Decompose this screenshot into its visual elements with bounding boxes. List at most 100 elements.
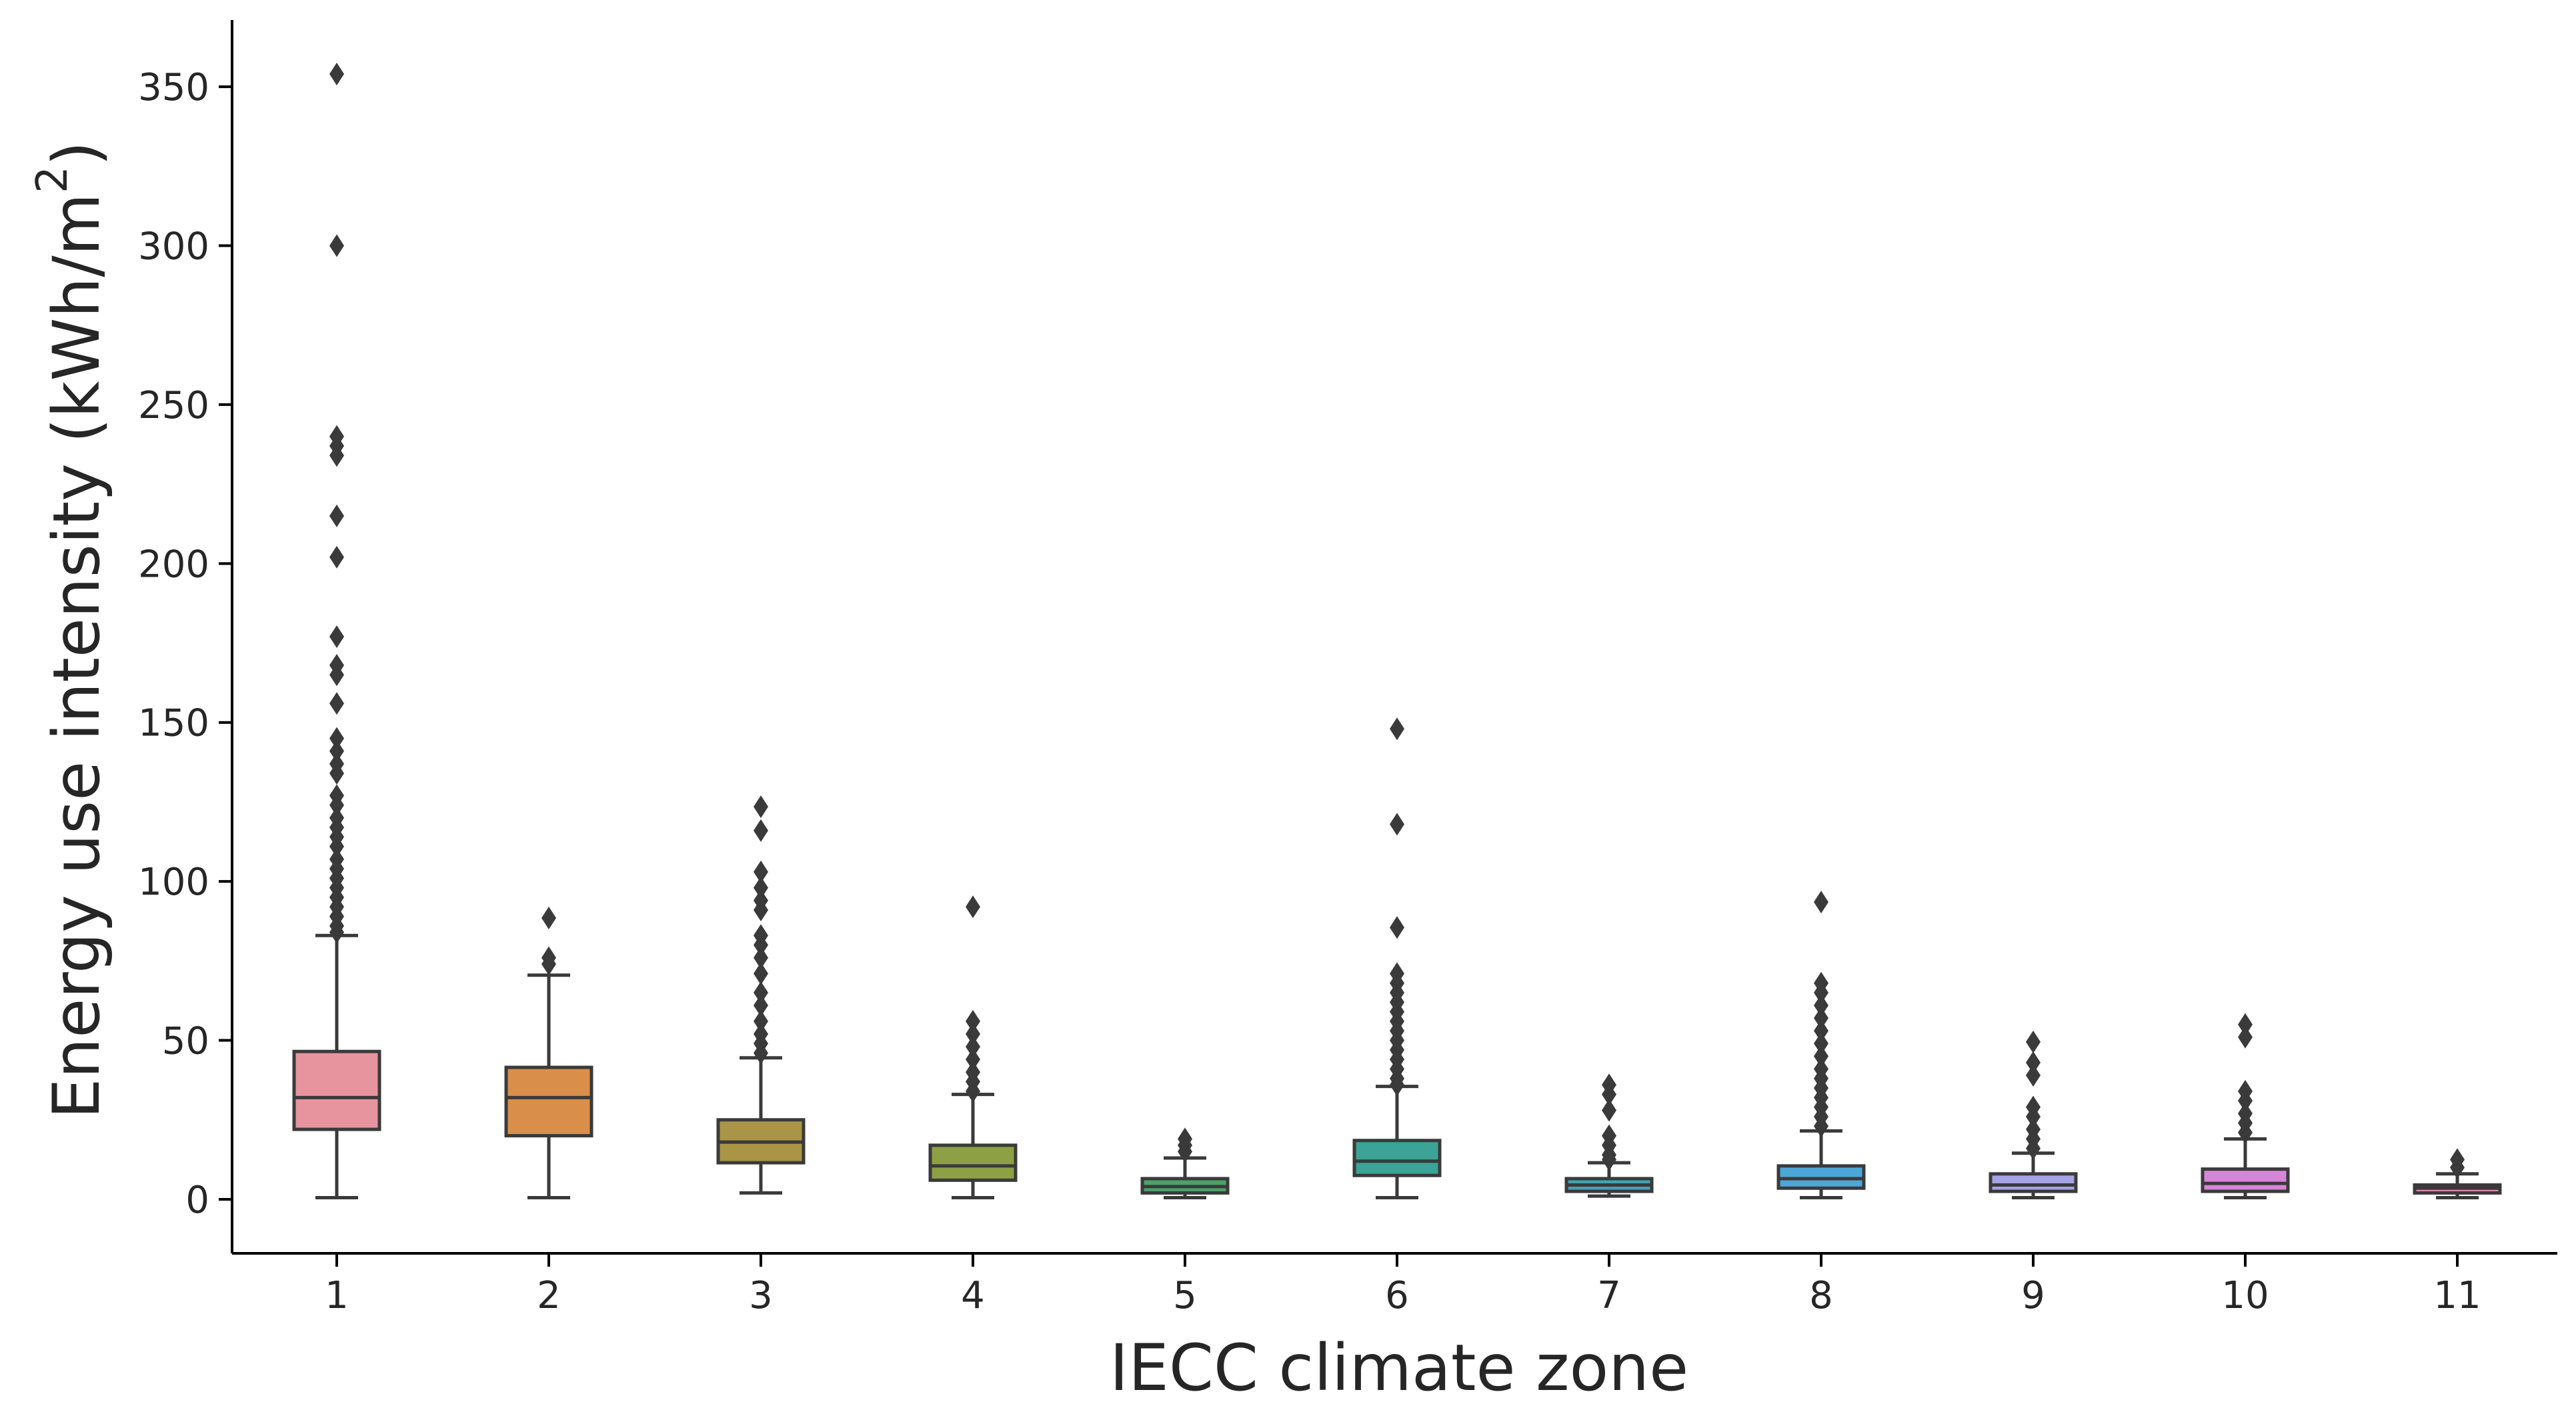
box-group-zone-2: [504, 906, 593, 1200]
outlier-point: [2026, 1063, 2041, 1087]
outlier-point: [2238, 1025, 2253, 1049]
y-tick-label: 200: [138, 543, 209, 586]
outlier-point: [329, 63, 344, 86]
outlier-point: [329, 692, 344, 715]
outlier-point: [966, 1079, 980, 1103]
y-tick-label: 100: [138, 861, 209, 904]
box-group-zone-11: [2413, 1148, 2502, 1200]
box-group-zone-10: [2201, 1013, 2290, 1200]
y-tick-label: 250: [138, 384, 209, 427]
outlier-point: [541, 906, 556, 929]
outlier-point: [1814, 1019, 1828, 1043]
y-axis-title-main: Energy use intensity (kWh/m: [39, 193, 114, 1119]
iqr-box: [928, 1143, 1018, 1182]
box-group-zone-5: [1140, 1127, 1230, 1200]
outlier-point: [1602, 1148, 1616, 1171]
outlier-point: [966, 1023, 980, 1046]
outlier-point: [2026, 1030, 2041, 1053]
iqr-box: [1352, 1139, 1442, 1177]
outlier-point: [754, 819, 768, 842]
outlier-point: [1814, 981, 1828, 1005]
outlier-point: [2450, 1156, 2465, 1179]
y-axis-title: Energy use intensity (kWh/m2): [28, 141, 114, 1119]
iqr-box: [2201, 1167, 2290, 1193]
outlier-point: [329, 793, 344, 817]
chart-marks: [292, 63, 2502, 1200]
outlier-point: [329, 545, 344, 569]
outlier-point: [1814, 1032, 1828, 1055]
outlier-point: [754, 946, 768, 969]
outlier-point: [966, 895, 980, 919]
iqr-box: [504, 1065, 593, 1138]
outlier-point: [1814, 1007, 1828, 1030]
outlier-point: [329, 835, 344, 858]
outlier-point: [754, 1041, 768, 1065]
outlier-point: [966, 1035, 980, 1059]
outlier-point: [754, 795, 768, 819]
outlier-point: [329, 921, 344, 944]
outlier-point: [1390, 916, 1404, 939]
y-tick-label: 0: [185, 1179, 209, 1222]
y-tick-label: 350: [138, 66, 209, 109]
outlier-point: [754, 994, 768, 1017]
outlier-point: [329, 444, 344, 467]
outlier-point: [329, 234, 344, 257]
outlier-point: [2238, 1121, 2253, 1144]
outlier-point: [1814, 1115, 1828, 1138]
box-group-zone-1: [292, 63, 381, 1200]
outlier-point: [329, 739, 344, 763]
outlier-point: [754, 860, 768, 883]
outlier-point: [1390, 1073, 1404, 1097]
outlier-point: [966, 1048, 980, 1071]
box-group-zone-6: [1352, 717, 1442, 1200]
outlier-point: [1814, 891, 1828, 914]
outlier-point: [329, 727, 344, 750]
outlier-point: [1178, 1140, 1192, 1163]
outlier-point: [2026, 1137, 2041, 1160]
chart-axes: 0 50 100 150 200 250 300 350 1 2 3 4 5 6 7 8 9 10 11: [138, 20, 2557, 1317]
iqr-box: [292, 1049, 381, 1131]
x-tick-label: 1: [325, 1274, 349, 1317]
outlier-point: [1390, 813, 1404, 836]
outlier-point: [754, 981, 768, 1005]
x-tick-label: 2: [537, 1274, 561, 1317]
outlier-point: [1390, 717, 1404, 741]
y-axis-title-close: ): [39, 141, 114, 166]
y-axis-title-superscript: 2: [28, 166, 77, 193]
x-tick-label: 6: [1385, 1274, 1409, 1317]
outlier-point: [754, 899, 768, 922]
outlier-point: [329, 504, 344, 527]
box-group-zone-3: [716, 795, 806, 1195]
outlier-point: [2238, 1013, 2253, 1036]
outlier-point: [754, 876, 768, 899]
x-tick-label: 8: [1809, 1274, 1833, 1317]
y-tick-label: 50: [162, 1020, 209, 1063]
outlier-point: [1814, 994, 1828, 1017]
outlier-point: [329, 663, 344, 687]
outlier-point: [1602, 1099, 1616, 1122]
box-group-zone-8: [1776, 891, 1866, 1200]
x-tick-label: 11: [2433, 1274, 2481, 1317]
box-group-zone-4: [928, 895, 1018, 1200]
outlier-point: [754, 1009, 768, 1033]
x-tick-label: 3: [749, 1274, 773, 1317]
x-tick-label: 9: [2021, 1274, 2045, 1317]
outlier-point: [541, 953, 556, 976]
box-group-zone-7: [1564, 1073, 1654, 1198]
outlier-point: [329, 625, 344, 648]
outlier-point: [966, 1009, 980, 1033]
x-tick-label: 4: [961, 1274, 985, 1317]
outlier-point: [329, 762, 344, 785]
y-tick-label: 150: [138, 702, 209, 745]
y-tick-label: 300: [138, 225, 209, 269]
outlier-point: [2026, 1105, 2041, 1128]
x-tick-label: 10: [2221, 1274, 2269, 1317]
x-tick-label: 7: [1597, 1274, 1621, 1317]
outlier-point: [1602, 1083, 1616, 1106]
x-tick-label: 5: [1173, 1274, 1197, 1317]
box-group-zone-9: [1989, 1030, 2078, 1200]
outlier-point: [754, 962, 768, 985]
